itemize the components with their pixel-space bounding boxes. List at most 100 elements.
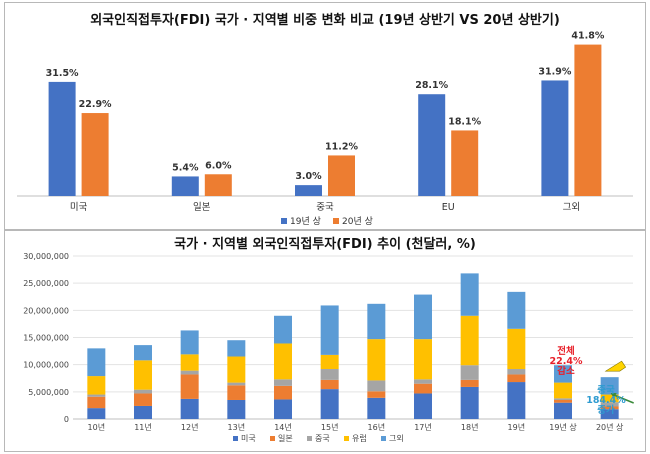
bottom-category-label: 14년: [274, 422, 292, 432]
bottom-bar-segment-2-0: [87, 394, 106, 397]
top-legend-swatch: [281, 218, 287, 224]
bottom-legend-label: 미국: [241, 434, 256, 443]
bottom-bar-segment-0-3: [227, 399, 246, 419]
bottom-legend-swatch: [307, 436, 312, 441]
bottom-bar-segment-4-2: [180, 330, 199, 355]
bottom-category-label: 12년: [181, 422, 199, 432]
bottom-bar-segment-1-1: [134, 393, 152, 406]
bottom-bar-segment-4-1: [134, 345, 152, 361]
bottom-legend-label: 중국: [315, 434, 330, 443]
annotation-china-arrowhead: [610, 393, 617, 398]
bottom-bar-segment-4-0: [87, 348, 106, 377]
bottom-bar-segment-1-8: [460, 379, 479, 387]
top-bar-20h1-1: [204, 174, 232, 196]
bottom-bar-segment-2-5: [320, 369, 339, 380]
top-category-label: 일본: [193, 202, 211, 213]
bottom-bar-segment-1-0: [87, 396, 106, 409]
bottom-bar-segment-1-5: [320, 379, 339, 390]
annotation-china-increase: 중국 184.4% 증가: [582, 386, 630, 416]
bottom-bar-segment-3-7: [414, 339, 432, 380]
bottom-bar-segment-2-6: [367, 380, 386, 392]
top-bar-20h1-4: [574, 44, 602, 196]
annotation-total-line3: 감소: [557, 366, 575, 377]
top-data-label: 5.4%: [172, 162, 199, 173]
bottom-bar-segment-0-0: [87, 408, 106, 419]
annotation-china-line3: 증가: [597, 405, 615, 416]
top-bar-19h1-4: [541, 80, 569, 196]
bottom-category-label: 20년 상: [596, 422, 624, 432]
top-data-label: 11.2%: [325, 141, 358, 152]
annotation-total-line2: 22.4%: [549, 356, 583, 367]
bottom-legend-swatch: [233, 436, 238, 441]
bottom-bar-segment-0-6: [367, 397, 386, 419]
top-bar-20h1-3: [451, 130, 479, 196]
top-data-label: 3.0%: [295, 171, 322, 182]
bottom-bar-segment-0-7: [414, 393, 432, 419]
top-data-label: 28.1%: [415, 80, 448, 91]
bottom-bar-segment-0-9: [507, 382, 526, 419]
top-category-label: 그외: [563, 201, 580, 213]
bottom-bar-segment-4-8: [460, 273, 479, 316]
top-data-label: 31.9%: [538, 66, 571, 77]
bottom-bar-segment-1-6: [367, 391, 386, 398]
bottom-category-label: 11년: [134, 422, 152, 432]
top-chart-svg: 31.5% 22.9% 미국 5.4% 6.0% 일본 3.0% 11.2% 중국 28.1% 18…: [17, 31, 633, 227]
bottom-bar-segment-3-9: [507, 328, 526, 370]
bottom-bar-segment-4-6: [367, 303, 386, 340]
bottom-bar-segment-0-1: [134, 405, 152, 419]
bottom-bar-segment-0-5: [320, 389, 339, 419]
bottom-bar-segment-2-1: [134, 389, 152, 394]
top-category-label: EU: [442, 202, 455, 213]
bottom-bar-segment-2-9: [507, 369, 526, 375]
bottom-category-label: 19년 상: [549, 422, 577, 432]
bottom-legend-label: 유럽: [352, 434, 367, 443]
bottom-bar-segment-2-7: [414, 379, 432, 384]
top-category-label: 미국: [70, 202, 88, 213]
bottom-legend-label: 일본: [278, 434, 293, 443]
bottom-bar-segment-2-8: [460, 365, 479, 380]
bottom-y-tick-label: 20,000,000: [23, 306, 69, 315]
bottom-bar-segment-3-4: [274, 343, 292, 380]
bottom-bar-segment-3-2: [180, 354, 199, 371]
bottom-category-label: 10년: [88, 422, 106, 432]
bottom-bar-segment-4-3: [227, 340, 246, 357]
bottom-category-label: 19년: [508, 422, 526, 432]
bottom-category-label: 16년: [368, 422, 386, 432]
bottom-chart-panel: 국가 · 지역별 외국인직접투자(FDI) 추이 (천달러, %) 0 5,000…: [4, 230, 646, 452]
bottom-chart-title: 국가 · 지역별 외국인직접투자(FDI) 추이 (천달러, %): [174, 237, 476, 252]
top-bar-20h1-2: [328, 155, 355, 196]
bottom-bar-segment-1-11: [600, 406, 619, 410]
bottom-bar-segment-1-7: [414, 383, 432, 394]
bottom-y-tick-label: 0: [64, 415, 69, 424]
bottom-bar-segment-2-11: [600, 402, 619, 407]
top-data-label: 41.8%: [571, 31, 604, 42]
bottom-bar-segment-4-4: [274, 315, 292, 344]
bottom-legend-swatch: [344, 436, 349, 441]
top-bar-19h1-1: [171, 176, 199, 196]
bottom-bar-segment-0-11: [600, 409, 619, 419]
bottom-bar-segment-4-7: [414, 294, 432, 340]
annotation-total-decrease: 전체 22.4% 감소: [541, 347, 591, 377]
top-bar-19h1-2: [295, 185, 322, 196]
annotation-total-line1: 전체: [557, 346, 575, 357]
top-legend-label: 19년 상: [290, 216, 321, 227]
annotation-total-arrow: [604, 360, 627, 372]
bottom-bar-segment-3-3: [227, 356, 246, 383]
top-legend-label: 20년 상: [342, 216, 373, 227]
bottom-bar-segment-2-4: [274, 379, 292, 386]
bottom-bar-segment-0-4: [274, 399, 292, 419]
bottom-y-tick-label: 25,000,000: [23, 279, 69, 288]
top-bar-19h1-3: [418, 94, 446, 196]
top-data-label: 18.1%: [448, 116, 481, 127]
bottom-bar-segment-3-10: [554, 382, 572, 399]
bottom-bar-segment-4-11: [600, 377, 619, 395]
annotation-china-line2: 184.4%: [586, 395, 626, 406]
bottom-bar-segment-3-8: [460, 315, 479, 366]
annotation-china-line1: 중국: [597, 385, 615, 396]
bottom-bar-segment-2-10: [554, 398, 572, 400]
bottom-legend-label: 그외: [389, 433, 404, 443]
bottom-y-tick-label: 5,000,000: [28, 388, 69, 397]
bottom-bar-segment-0-10: [554, 402, 572, 419]
bottom-bar-segment-1-9: [507, 374, 526, 383]
top-data-label: 31.5%: [46, 68, 79, 79]
